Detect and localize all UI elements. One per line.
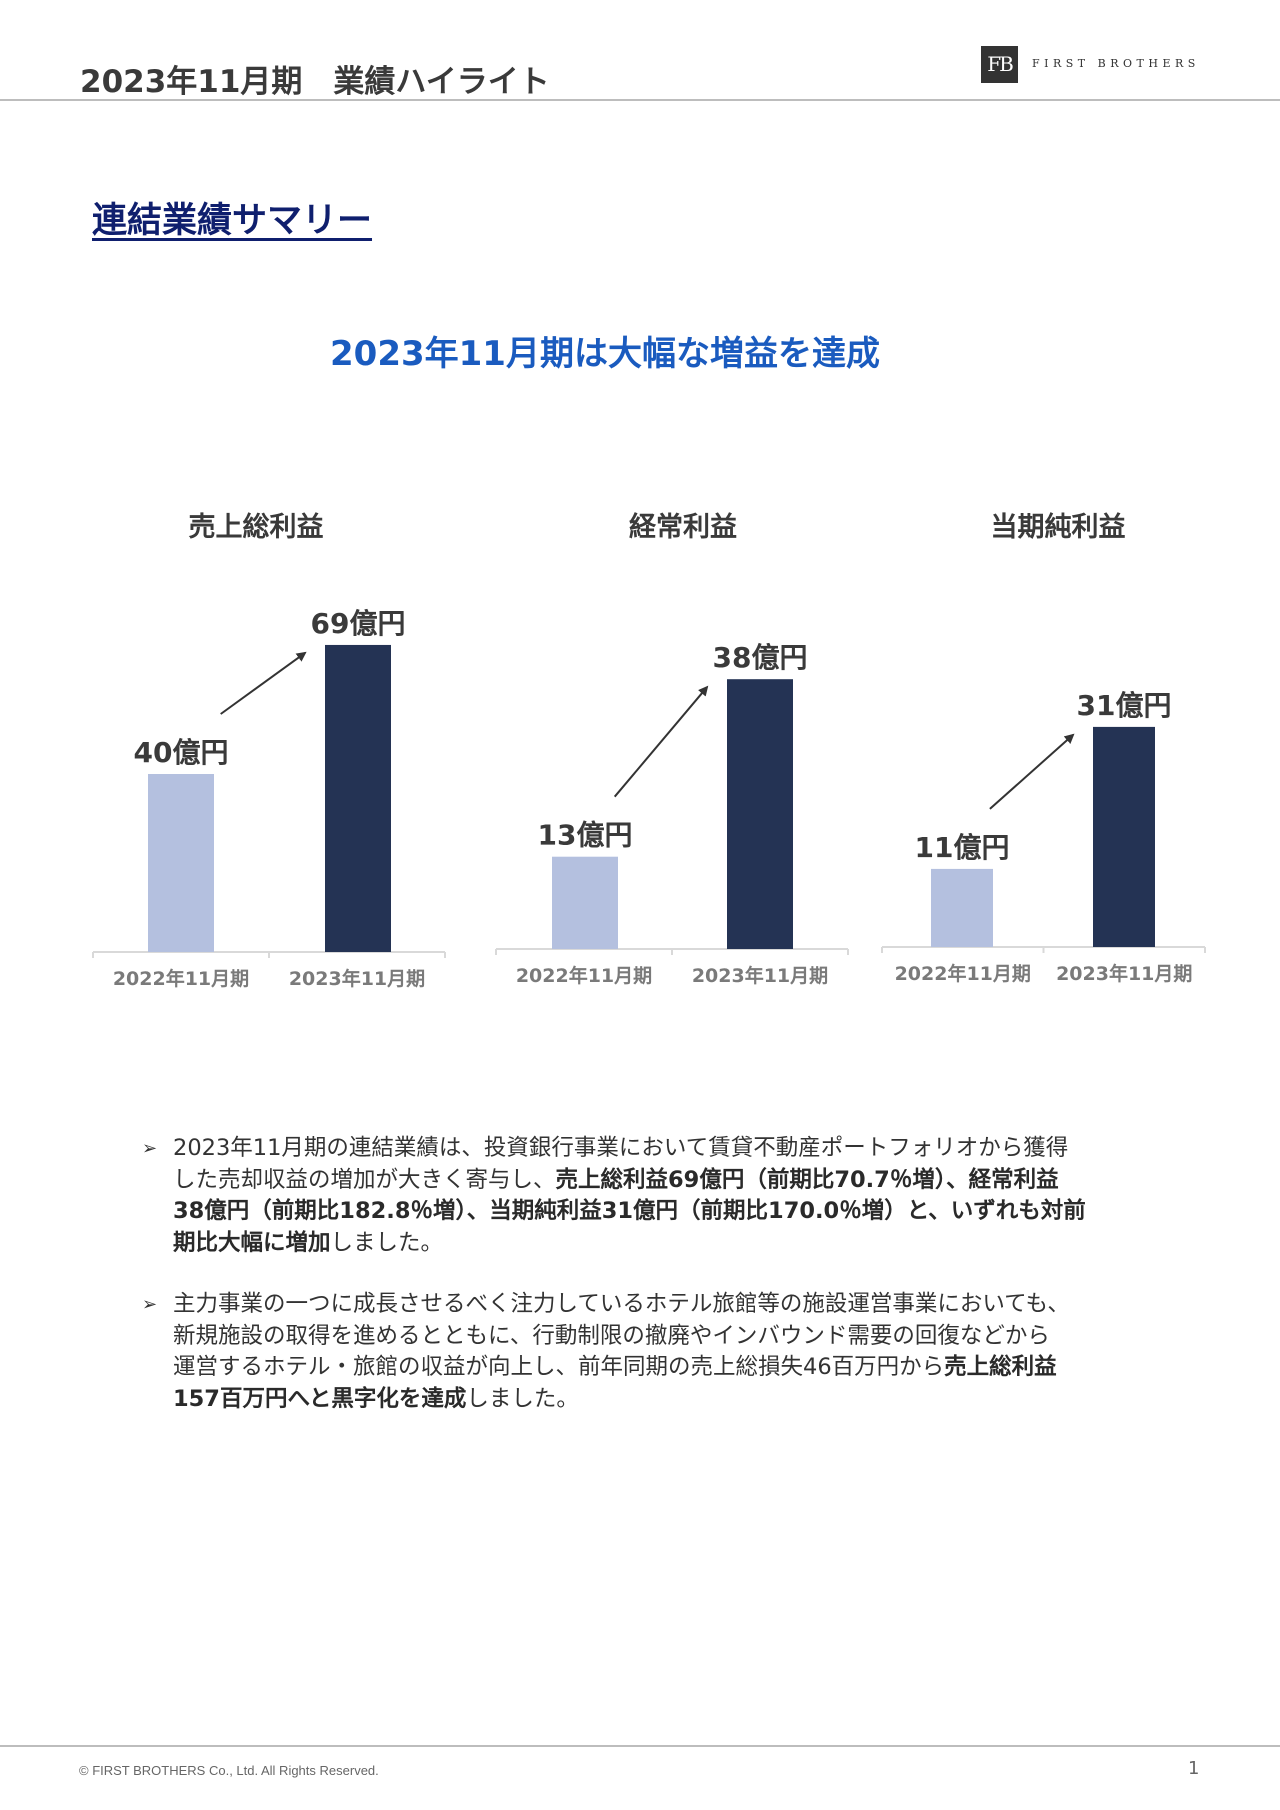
text: 新規施設の取得を進めるとともに、行動制限の撤廃やインバウンド需要の回復などから: [173, 1322, 1050, 1349]
section-title: 連結業績サマリー: [92, 201, 373, 241]
page-number: 1: [1188, 1758, 1200, 1779]
bullet-line: 2023年11月期の連結業績は、投資銀行事業において賃貸不動産ポートフォリオから…: [173, 1133, 1086, 1165]
bar-2022年11月期: [552, 856, 618, 949]
bold-text: 38億円（前期比182.8％増）、当期純利益31億円（前期比170.0％増）と、…: [173, 1198, 1086, 1224]
company-logo-mark: FB: [981, 46, 1018, 83]
footer-divider: [0, 1745, 1280, 1747]
data-label: 40億円: [134, 736, 229, 769]
bold-text: 期比大幅に増加: [173, 1229, 331, 1256]
bullet-line: した売却収益の増加が大きく寄与し、売上総利益69億円（前期比70.7％増）、経常…: [173, 1165, 1086, 1197]
growth-arrow: [220, 651, 307, 715]
text: しました。: [330, 1229, 444, 1256]
category-label: 2023年11月期: [289, 967, 425, 990]
text: 2023年11月期の連結業績は、投資銀行事業において賃貸不動産ポートフォリオから…: [173, 1135, 1069, 1161]
growth-arrow: [989, 733, 1075, 810]
bar-2022年11月期: [148, 774, 214, 952]
text: 運営するホテル・旅館の収益が向上し、前年同期の売上総損失46百万円から: [173, 1354, 945, 1380]
chart-title-net-profit: 当期純利益: [990, 512, 1126, 543]
bullet-arrow-icon: ➢: [142, 1294, 158, 1315]
bullet-paragraph: ➢ 主力事業の一つに成長させるべく注力しているホテル旅館等の施設運営事業においても…: [142, 1289, 1070, 1415]
copyright: © FIRST BROTHERS Co., Ltd. All Rights Re…: [79, 1763, 379, 1778]
growth-arrow: [613, 685, 709, 798]
data-label: 69億円: [311, 607, 406, 640]
headline: 2023年11月期は大幅な増益を達成: [330, 334, 880, 374]
data-label: 31億円: [1077, 689, 1172, 722]
chart-title-ordinary-profit: 経常利益: [629, 512, 737, 543]
company-logo-text: FIRST BROTHERS: [1032, 57, 1200, 70]
bullet-paragraph: ➢ 2023年11月期の連結業績は、投資銀行事業において賃貸不動産ポートフォリオか…: [142, 1133, 1086, 1259]
text: した売却収益の増加が大きく寄与し、: [173, 1166, 556, 1193]
category-label: 2022年11月期: [895, 962, 1031, 985]
bullet-line: 主力事業の一つに成長させるべく注力しているホテル旅館等の施設運営事業においても、: [173, 1289, 1070, 1321]
category-label: 2022年11月期: [113, 967, 249, 990]
bold-text: 売上総利益69億円（前期比70.7％増）、経常利益: [555, 1166, 1059, 1193]
category-label: 2023年11月期: [1056, 962, 1192, 985]
bar-2022年11月期: [931, 868, 993, 947]
data-label: 13億円: [538, 819, 633, 852]
bullet-line: 新規施設の取得を進めるとともに、行動制限の撤廃やインバウンド需要の回復などから: [173, 1321, 1070, 1353]
data-label: 38億円: [713, 641, 808, 674]
category-label: 2023年11月期: [692, 964, 828, 987]
bar-2023年11月期: [325, 644, 391, 952]
chart-title-gross-profit: 売上総利益: [188, 512, 324, 543]
data-label: 11億円: [915, 831, 1010, 864]
text: しました。: [466, 1385, 579, 1412]
bullet-line: 期比大幅に増加しました。: [173, 1228, 1086, 1260]
bold-text: 売上総利益: [944, 1354, 1057, 1380]
page-header-title: 2023年11月期 業績ハイライト: [80, 64, 550, 100]
bullet-line: 157百万円へと黒字化を達成しました。: [173, 1384, 1070, 1416]
bullet-line: 38億円（前期比182.8％増）、当期純利益31億円（前期比170.0％増）と、…: [173, 1196, 1086, 1228]
bar-2023年11月期: [727, 679, 793, 949]
category-label: 2022年11月期: [516, 964, 652, 987]
bullet-line: 運営するホテル・旅館の収益が向上し、前年同期の売上総損失46百万円から売上総利益: [173, 1352, 1070, 1384]
text: 主力事業の一つに成長させるべく注力しているホテル旅館等の施設運営事業においても、: [173, 1291, 1070, 1317]
header-divider: [0, 99, 1280, 101]
bullet-arrow-icon: ➢: [142, 1138, 158, 1159]
bar-2023年11月期: [1093, 726, 1155, 947]
bold-text: 157百万円へと黒字化を達成: [173, 1385, 467, 1412]
